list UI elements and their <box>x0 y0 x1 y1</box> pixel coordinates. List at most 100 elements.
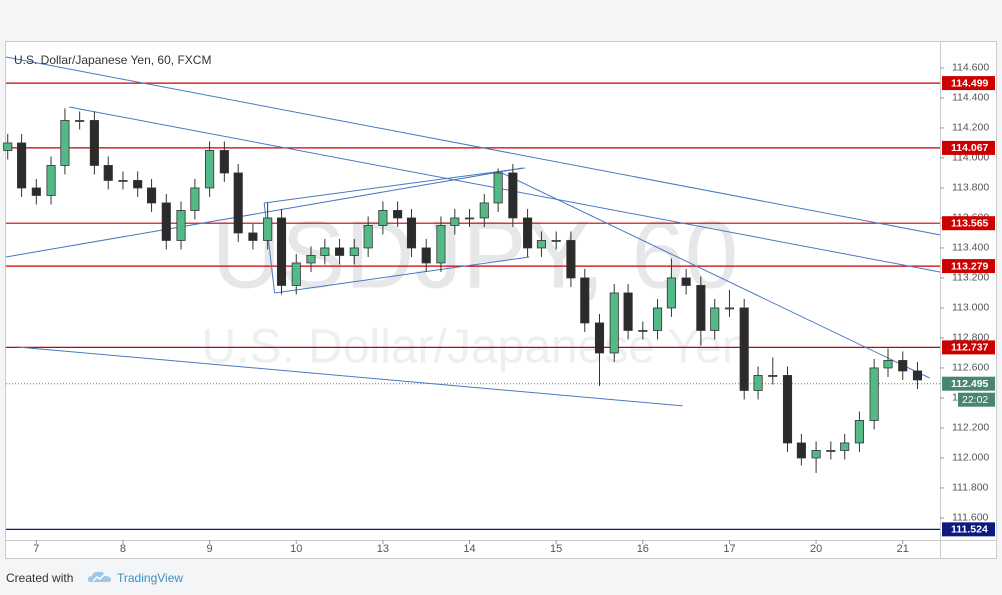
candle-body <box>190 187 200 211</box>
y-tick-label: 113.800 <box>952 182 989 194</box>
current-price-label: 112.495 <box>951 378 989 390</box>
candle-body <box>205 150 215 189</box>
candle-body <box>796 442 806 459</box>
candle-body <box>768 375 778 377</box>
candle-body <box>536 240 547 249</box>
candle-body <box>464 217 475 220</box>
y-tick-label: 113.000 <box>952 302 989 314</box>
candle-body <box>60 120 70 166</box>
watermark: USDJPY, 60 <box>212 201 739 308</box>
x-tick-label: 21 <box>897 543 909 555</box>
created-with: Created with <box>6 571 74 585</box>
x-tick-label: 13 <box>377 543 389 555</box>
candle-body <box>696 285 706 331</box>
x-tick-label: 20 <box>810 543 822 555</box>
candle-body <box>421 247 431 264</box>
level-label-box <box>942 340 995 355</box>
level-label: 113.565 <box>951 217 989 229</box>
y-tick-label: 112.200 <box>952 422 989 434</box>
x-tick-label: 14 <box>463 543 475 555</box>
candle-body <box>17 142 27 189</box>
candle-body <box>508 172 518 219</box>
trendline <box>17 346 683 407</box>
level-label: 114.067 <box>951 142 989 154</box>
trendline <box>274 256 530 294</box>
trendline <box>5 56 941 236</box>
chart-title: U.S. Dollar/Japanese Yen, 60, FXCM <box>14 53 211 67</box>
candle-body <box>551 240 561 242</box>
candle-body <box>31 187 41 196</box>
footer: Created with TradingView <box>0 562 1002 595</box>
candle-body <box>103 165 113 181</box>
y-tick-label: 112.000 <box>952 452 989 464</box>
level-label: 113.279 <box>951 260 989 272</box>
candle-body <box>393 210 403 219</box>
x-tick-label: 9 <box>207 543 213 555</box>
y-tick-label: 114.400 <box>952 92 989 104</box>
candle-body <box>580 277 590 324</box>
candle-body <box>46 165 56 196</box>
candle-body <box>666 277 676 309</box>
x-tick-label: 10 <box>290 543 302 555</box>
countdown-box <box>958 392 995 407</box>
candle-body <box>739 307 749 391</box>
y-tick-label: 113.200 <box>952 272 989 284</box>
level-label: 114.499 <box>951 77 989 89</box>
candle-body <box>263 217 273 241</box>
x-tick-label: 17 <box>723 543 735 555</box>
candle-body <box>869 367 879 421</box>
level-label-box <box>942 76 995 91</box>
trendline <box>499 171 930 379</box>
brand-logo <box>88 571 111 582</box>
candle-body <box>782 375 793 444</box>
candle-body <box>724 307 735 310</box>
y-tick-label: 112.600 <box>952 362 989 374</box>
candle-body <box>378 210 388 226</box>
chart-frame <box>5 41 997 559</box>
candle-body <box>811 450 821 459</box>
trendline <box>69 106 941 273</box>
x-tick-label: 16 <box>637 543 649 555</box>
candle-body <box>75 120 85 122</box>
y-tick-label: 111.800 <box>952 482 989 494</box>
candle-body <box>89 120 99 166</box>
candle-body <box>118 180 128 182</box>
candle-body <box>854 420 864 444</box>
candle-body <box>566 240 576 279</box>
candle-body <box>219 150 229 174</box>
level-label: 112.737 <box>951 342 989 354</box>
candle-body <box>248 232 258 241</box>
candle-body <box>146 187 157 204</box>
countdown-label: 22:02 <box>962 394 988 406</box>
candle-body <box>609 292 619 354</box>
brand-link[interactable]: TradingView <box>117 571 184 585</box>
chart: USDJPY, 60U.S. Dollar/Japanese Yen U.S. … <box>0 0 1002 559</box>
candle-body <box>363 225 373 249</box>
candle-body <box>349 247 359 256</box>
candle-body <box>176 210 186 241</box>
y-tick-label: 114.200 <box>952 122 989 134</box>
y-tick-label: 114.600 <box>952 62 989 74</box>
candle-body <box>826 450 836 452</box>
candle-body <box>912 370 923 381</box>
candle-body <box>638 330 648 332</box>
candle-body <box>233 172 243 234</box>
top-bar <box>0 0 1002 40</box>
candle-body <box>479 202 489 219</box>
y-tick-label: 113.400 <box>952 242 989 254</box>
candle-body <box>276 217 287 286</box>
level-label-box <box>942 522 995 537</box>
candle-body <box>840 442 850 451</box>
candle-body <box>436 225 446 264</box>
candle-body <box>133 180 143 189</box>
trendline <box>5 167 523 258</box>
candle-body <box>291 262 301 286</box>
candle-body <box>406 217 417 249</box>
candle-body <box>594 322 605 354</box>
candle-body <box>450 217 460 226</box>
candle-body <box>493 172 503 204</box>
candle-body <box>335 247 345 256</box>
level-label: 111.524 <box>951 524 988 536</box>
candle-body <box>320 247 330 256</box>
